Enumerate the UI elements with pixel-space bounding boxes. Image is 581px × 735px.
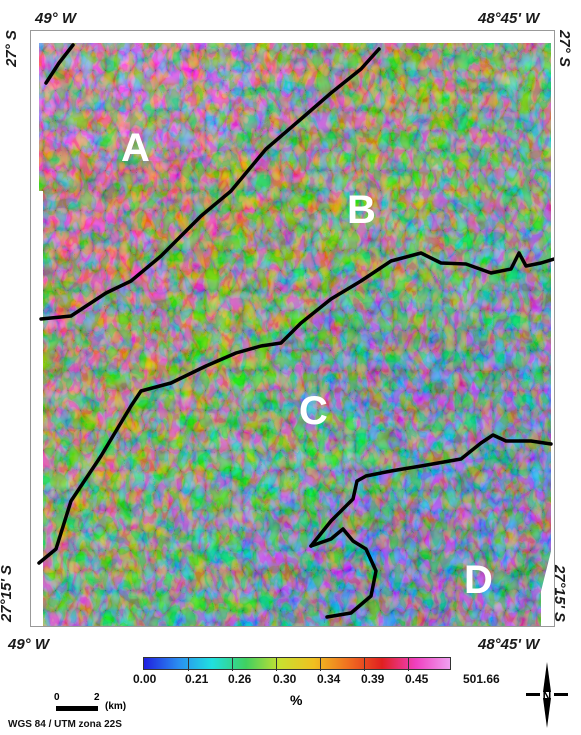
color-legend-bar bbox=[143, 657, 451, 671]
boundary-line-a-b bbox=[39, 47, 381, 321]
anomaly-map[interactable]: A B C D bbox=[31, 31, 554, 626]
zone-boundaries bbox=[37, 43, 554, 619]
legend-tick-label: 0.39 bbox=[361, 672, 385, 686]
coord-right-top: 27° S bbox=[555, 30, 573, 67]
north-label: N bbox=[543, 689, 552, 703]
legend-tick-mark bbox=[320, 658, 321, 671]
coord-bottom-left: 49° W bbox=[8, 636, 50, 653]
legend-tick-label: 0.21 bbox=[185, 672, 209, 686]
legend-tick-label: 0.34 bbox=[317, 672, 341, 686]
legend-tick-mark bbox=[232, 658, 233, 671]
zone-label-b: B bbox=[347, 188, 376, 232]
north-arrow-icon: N bbox=[526, 662, 568, 728]
legend-tick-mark bbox=[188, 658, 189, 671]
legend-tick-label: 501.66 bbox=[463, 672, 500, 686]
legend-tick-mark bbox=[364, 658, 365, 671]
boundary-line-d bbox=[309, 527, 378, 619]
boundary-line-b-c bbox=[37, 251, 554, 565]
zone-label-d: D bbox=[464, 558, 493, 602]
boundary-line-c-d bbox=[309, 433, 553, 548]
legend-tick-label: 0.30 bbox=[273, 672, 297, 686]
crs-label: WGS 84 / UTM zona 22S bbox=[8, 719, 122, 730]
legend-tick-label: 0.26 bbox=[228, 672, 252, 686]
legend-tick-mark bbox=[276, 658, 277, 671]
coord-top-right: 48°45' W bbox=[478, 10, 540, 27]
map-frame[interactable]: A B C D bbox=[30, 30, 555, 627]
coord-left-bottom: 27°15' S bbox=[0, 565, 16, 623]
coord-left-top: 27° S bbox=[2, 30, 20, 67]
anomaly-raster bbox=[39, 43, 551, 626]
coord-bottom-right: 48°45' W bbox=[478, 636, 540, 653]
coord-top-left: 49° W bbox=[35, 10, 77, 27]
scale-start-label: 0 bbox=[54, 692, 60, 703]
legend-tick-label: 0.45 bbox=[405, 672, 429, 686]
scale-bar-line bbox=[56, 706, 98, 711]
scale-unit-label: (km) bbox=[105, 701, 127, 712]
zone-label-c: C bbox=[299, 389, 328, 433]
zone-label-a: A bbox=[121, 126, 150, 170]
scale-end-label: 2 bbox=[94, 692, 100, 703]
legend-tick-mark bbox=[408, 658, 409, 671]
legend-tick-label: 0.00 bbox=[133, 672, 157, 686]
boundary-line-ab bbox=[44, 43, 75, 85]
legend-unit: % bbox=[290, 692, 303, 708]
